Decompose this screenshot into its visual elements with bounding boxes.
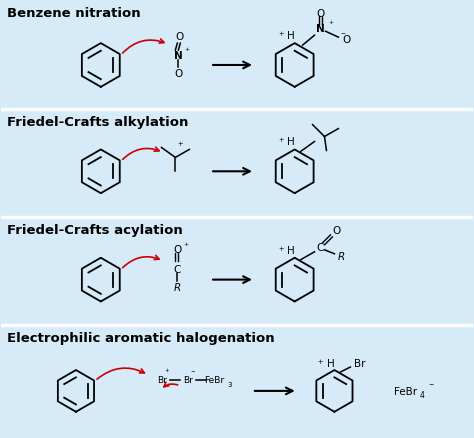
Text: Br: Br <box>183 376 193 385</box>
Text: Friedel-Crafts alkylation: Friedel-Crafts alkylation <box>8 115 189 128</box>
Text: N: N <box>316 24 325 34</box>
Text: O: O <box>175 32 183 42</box>
Text: $^-$: $^-$ <box>427 380 435 389</box>
Text: Electrophilic aromatic halogenation: Electrophilic aromatic halogenation <box>8 332 275 345</box>
Text: O: O <box>316 9 325 19</box>
Text: H: H <box>287 245 294 255</box>
Text: FeBr: FeBr <box>204 376 224 385</box>
Text: O: O <box>332 226 340 235</box>
FancyArrowPatch shape <box>164 382 178 387</box>
Text: O: O <box>173 244 182 254</box>
Text: $^+$: $^+$ <box>327 20 334 28</box>
Text: R: R <box>174 282 181 292</box>
Text: $^+$: $^+$ <box>163 367 170 376</box>
FancyArrowPatch shape <box>123 148 159 160</box>
Text: C: C <box>317 242 324 252</box>
Text: Benzene nitration: Benzene nitration <box>8 7 141 20</box>
Text: R: R <box>338 251 345 261</box>
Text: O: O <box>174 69 182 79</box>
Text: $^+$: $^+$ <box>277 245 285 255</box>
FancyArrowPatch shape <box>97 368 145 379</box>
Text: O: O <box>342 35 350 45</box>
Text: $^-$: $^-$ <box>338 30 346 39</box>
Text: Br: Br <box>157 376 167 385</box>
Text: $^+$: $^+$ <box>277 137 285 147</box>
Text: $^+$: $^+$ <box>176 141 184 151</box>
Text: H: H <box>287 31 294 41</box>
Text: 3: 3 <box>228 381 232 387</box>
FancyArrowPatch shape <box>123 256 159 268</box>
Text: Br: Br <box>354 358 365 368</box>
Text: $^-$: $^-$ <box>189 367 196 376</box>
Text: $^+$: $^+$ <box>182 241 190 250</box>
Text: C: C <box>173 264 181 274</box>
Text: FeBr: FeBr <box>394 386 417 396</box>
Text: $^+$: $^+$ <box>277 31 285 41</box>
Text: $^+$: $^+$ <box>183 46 191 56</box>
FancyArrowPatch shape <box>123 40 164 54</box>
Text: H: H <box>287 137 294 147</box>
Text: $^+$: $^+$ <box>316 358 325 368</box>
Text: N: N <box>174 51 182 61</box>
Text: H: H <box>327 358 334 368</box>
Text: Friedel-Crafts acylation: Friedel-Crafts acylation <box>8 223 183 237</box>
Text: 4: 4 <box>419 391 424 399</box>
